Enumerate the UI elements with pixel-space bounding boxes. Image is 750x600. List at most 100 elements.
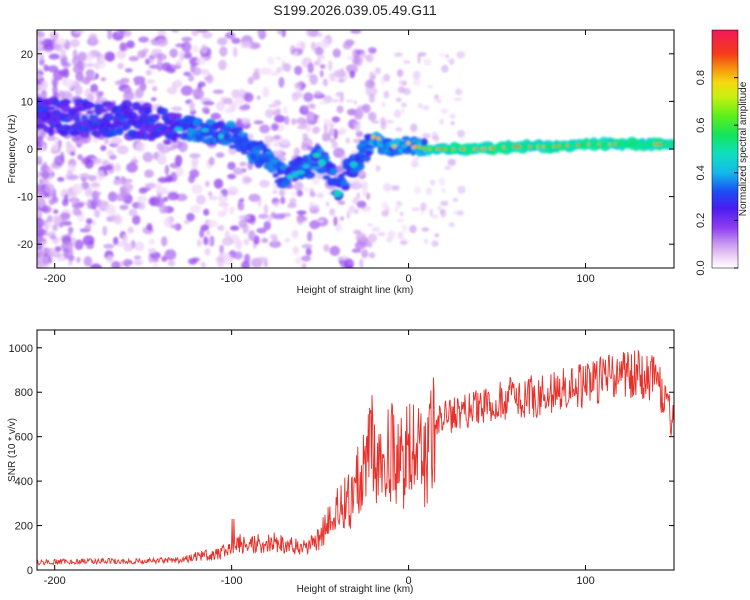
- spectrogram-cell: [314, 46, 324, 56]
- spectrogram-cell: [132, 214, 141, 225]
- spectrogram-cell: [294, 156, 305, 162]
- spectrogram-cell: [240, 41, 252, 49]
- spectrogram-cell: [156, 38, 168, 47]
- spectrogram-cell: [352, 196, 359, 205]
- spectrogram-cell: [330, 73, 336, 82]
- spectrogram-cell: [72, 183, 84, 194]
- spectrogram-cell: [282, 178, 291, 184]
- spectrogram-cell: [37, 209, 43, 216]
- spectrogram-cell: [57, 177, 65, 182]
- spectrogram-cell: [417, 103, 423, 109]
- spectrogram-cell: [118, 30, 125, 36]
- spectrogram-cell: [424, 104, 428, 111]
- spectrogram-cell: [280, 138, 290, 146]
- spectrogram-cell: [272, 236, 278, 244]
- spectrogram-y-tick-label: 0: [27, 144, 33, 156]
- spectrogram-cell: [196, 194, 206, 205]
- spectrogram-x-tick-label: 0: [406, 273, 412, 285]
- colorbar-ticks: 0.0 0.2 0.4 0.6 0.8: [695, 70, 738, 276]
- spectrogram-cell: [163, 196, 169, 202]
- spectrogram-cell: [61, 61, 71, 68]
- spectrogram-cell: [65, 78, 75, 89]
- spectrogram-cell: [180, 85, 193, 96]
- spectrogram-cell: [242, 135, 249, 142]
- spectrogram-cell: [100, 77, 107, 82]
- spectrogram-cell: [229, 190, 237, 195]
- spectrogram-cell: [346, 55, 354, 61]
- spectrogram-x-tick-label: -100: [221, 273, 243, 285]
- spectrogram-cell: [200, 261, 207, 268]
- spectrogram-cell: [208, 195, 218, 201]
- spectrogram-cell: [301, 263, 307, 268]
- spectrogram-cell: [205, 73, 214, 84]
- spectrogram-cell: [171, 30, 180, 33]
- spectrogram-cell: [169, 48, 178, 58]
- spectrogram-cell: [291, 118, 297, 125]
- spectrogram-cell: [159, 107, 169, 115]
- spectrogram-cell: [158, 145, 170, 154]
- spectrogram-cell: [293, 50, 299, 58]
- spectrogram-cell: [259, 124, 270, 134]
- spectrogram-cell: [437, 99, 442, 104]
- spectrogram-cell: [146, 79, 156, 84]
- spectrogram-cell: [359, 258, 364, 268]
- spectrogram-cell: [164, 249, 177, 260]
- snr-x-ticks: -200 -100 0 100: [44, 330, 595, 587]
- spectrogram-cell: [310, 41, 317, 51]
- spectrogram-cell: [201, 31, 213, 39]
- spectrogram-cell: [295, 257, 302, 265]
- spectrogram-cell: [135, 141, 146, 153]
- spectrogram-cell: [368, 111, 377, 122]
- spectrogram-cell: [106, 255, 114, 263]
- spectrogram-cell: [257, 30, 264, 37]
- spectrogram-cell: [312, 152, 321, 158]
- spectrogram-cell: [271, 123, 279, 131]
- spectrogram-cell: [375, 165, 381, 172]
- spectrogram-cell: [248, 42, 261, 50]
- spectrogram-cell: [263, 220, 271, 231]
- spectrogram-cell: [51, 143, 59, 152]
- spectrogram-cell: [49, 31, 60, 40]
- spectrogram-cell: [52, 109, 61, 115]
- spectrogram-cell: [265, 150, 274, 155]
- spectrogram-cell: [191, 184, 203, 194]
- spectrogram-cell: [350, 161, 358, 168]
- spectrogram-cell: [269, 110, 275, 114]
- spectrogram-cell: [237, 201, 245, 211]
- spectrogram-cell: [243, 92, 254, 103]
- spectrogram-cell: [385, 120, 394, 124]
- spectrogram-cell: [201, 106, 210, 114]
- spectrogram-cell: [276, 66, 283, 74]
- spectrogram-cell: [322, 136, 328, 142]
- spectrogram-cell: [217, 210, 227, 218]
- spectrogram-cell: [195, 133, 203, 143]
- spectrogram-cell: [42, 204, 48, 213]
- spectrogram-cell: [228, 101, 237, 111]
- spectrogram-cell: [128, 56, 139, 62]
- spectrogram-cell: [446, 59, 454, 63]
- spectrogram-cell: [41, 89, 47, 100]
- spectrogram-cell: [457, 129, 465, 138]
- spectrogram-cell: [223, 254, 234, 266]
- spectrogram-cell: [433, 134, 440, 143]
- spectrogram-cell: [106, 149, 114, 156]
- spectrogram-cell: [90, 263, 102, 268]
- spectrogram-cell: [217, 37, 228, 46]
- spectrogram-cell: [369, 81, 373, 89]
- spectrogram-cell: [360, 180, 368, 190]
- spectrogram-cell: [228, 206, 235, 215]
- colorbar-tick-label: 0.8: [695, 70, 707, 85]
- spectrogram-cell: [273, 213, 286, 220]
- spectrogram-cell: [116, 127, 124, 136]
- spectrogram-cell: [452, 198, 459, 202]
- spectrogram-cell: [427, 84, 434, 89]
- spectrogram-cell: [207, 237, 213, 246]
- spectrogram-cell: [224, 31, 236, 40]
- spectrogram-cell: [395, 97, 402, 102]
- spectrogram-cell: [51, 215, 62, 225]
- spectrogram-cell: [233, 167, 244, 175]
- spectrogram-cell: [121, 99, 133, 109]
- spectrogram-cell: [121, 183, 134, 192]
- spectrogram-cell: [331, 116, 341, 123]
- spectrogram-cell: [199, 228, 205, 238]
